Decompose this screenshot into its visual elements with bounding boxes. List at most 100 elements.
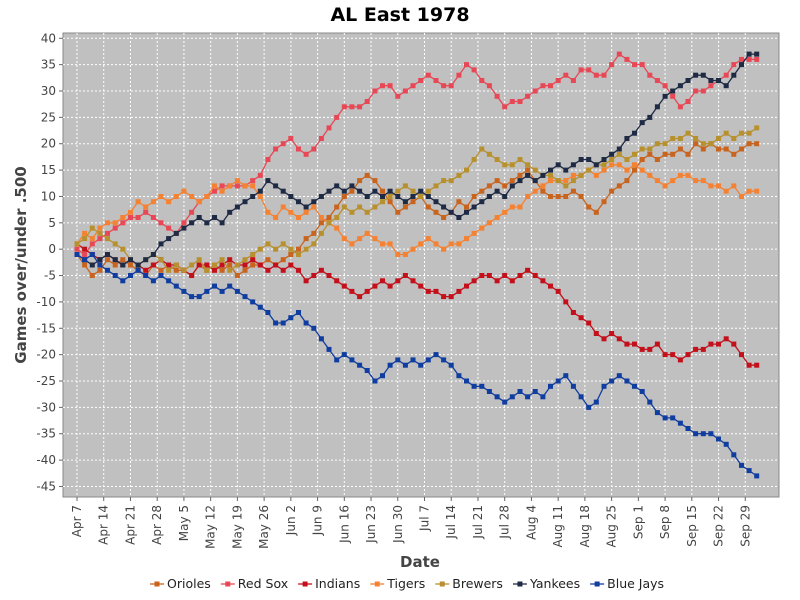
data-point — [189, 209, 195, 215]
data-point — [532, 389, 538, 394]
data-point — [380, 373, 385, 379]
data-point — [410, 199, 416, 205]
data-point — [234, 204, 240, 210]
data-point — [357, 362, 363, 368]
legend-label: Yankees — [529, 576, 580, 591]
data-point — [540, 278, 546, 284]
data-point — [471, 278, 477, 284]
data-point — [525, 194, 531, 199]
data-point — [693, 346, 699, 352]
data-point — [609, 151, 615, 157]
data-point — [158, 241, 164, 247]
data-point — [746, 51, 752, 57]
data-point — [311, 204, 317, 210]
data-point — [349, 183, 355, 189]
y-tick-label: -45 — [36, 479, 56, 493]
data-point — [303, 246, 309, 252]
data-point — [265, 241, 271, 247]
x-tick-label: Apr 14 — [97, 505, 111, 545]
data-point — [257, 304, 263, 310]
data-point — [441, 204, 447, 210]
data-point — [647, 146, 653, 152]
data-point — [739, 62, 744, 68]
data-point — [349, 241, 355, 247]
x-tick-label: Jun 2 — [284, 505, 298, 536]
data-point — [418, 194, 424, 199]
data-point — [227, 283, 233, 289]
data-point — [326, 273, 332, 278]
data-point — [540, 188, 546, 194]
data-point — [532, 178, 538, 184]
data-point — [112, 257, 118, 263]
data-point — [402, 204, 408, 210]
data-point — [280, 204, 286, 210]
data-point — [181, 220, 187, 226]
data-point — [746, 362, 752, 368]
data-point — [150, 252, 156, 257]
x-tick-label: Jul 28 — [498, 505, 512, 540]
data-point — [570, 383, 576, 389]
data-point — [74, 252, 80, 257]
data-point — [647, 114, 653, 120]
x-axis-label: Date — [400, 553, 440, 571]
data-point — [578, 194, 584, 199]
data-point — [402, 183, 408, 189]
data-point — [494, 93, 500, 99]
data-point — [318, 267, 324, 273]
data-point — [418, 78, 424, 83]
data-point — [311, 230, 317, 236]
data-point — [349, 104, 355, 110]
data-point — [677, 357, 683, 363]
data-point — [227, 257, 233, 263]
y-axis-label: Games over/under .500 — [12, 166, 30, 363]
data-point — [456, 241, 462, 247]
data-point — [166, 225, 172, 231]
data-point — [418, 362, 424, 368]
data-point — [410, 278, 416, 284]
data-point — [242, 262, 248, 268]
data-point — [632, 167, 637, 173]
data-point — [380, 278, 385, 284]
data-point — [548, 194, 553, 199]
data-point — [265, 310, 271, 315]
data-point — [532, 167, 538, 173]
data-point — [578, 315, 584, 321]
data-point — [693, 178, 699, 184]
data-point — [662, 183, 668, 189]
data-point — [212, 188, 217, 194]
data-point — [739, 352, 744, 358]
data-point — [548, 178, 553, 184]
data-point — [525, 167, 531, 173]
data-point — [479, 225, 485, 231]
data-point — [219, 262, 225, 268]
data-point — [296, 246, 301, 252]
data-point — [234, 183, 240, 189]
data-point — [341, 204, 347, 210]
data-point — [639, 157, 645, 162]
y-tick-label: 25 — [41, 110, 56, 124]
data-point — [654, 341, 660, 347]
data-point — [372, 88, 378, 94]
data-point — [196, 294, 202, 300]
legend-swatch-marker — [225, 581, 231, 587]
data-point — [89, 252, 95, 257]
data-point — [708, 431, 714, 437]
legend-item: Orioles — [150, 576, 211, 591]
series-tigers — [74, 162, 760, 257]
data-point — [693, 431, 699, 437]
data-point — [731, 341, 737, 347]
data-point — [204, 220, 210, 226]
data-point — [112, 262, 118, 268]
data-point — [288, 252, 294, 257]
data-point — [143, 204, 149, 210]
data-point — [288, 262, 294, 268]
data-point — [273, 262, 279, 268]
y-tick-label: 20 — [41, 137, 56, 151]
data-point — [181, 188, 187, 194]
data-point — [250, 252, 256, 257]
data-point — [509, 178, 515, 184]
data-point — [654, 104, 660, 110]
data-point — [334, 183, 340, 189]
data-point — [448, 209, 454, 215]
y-tick-label: 0 — [48, 242, 56, 256]
